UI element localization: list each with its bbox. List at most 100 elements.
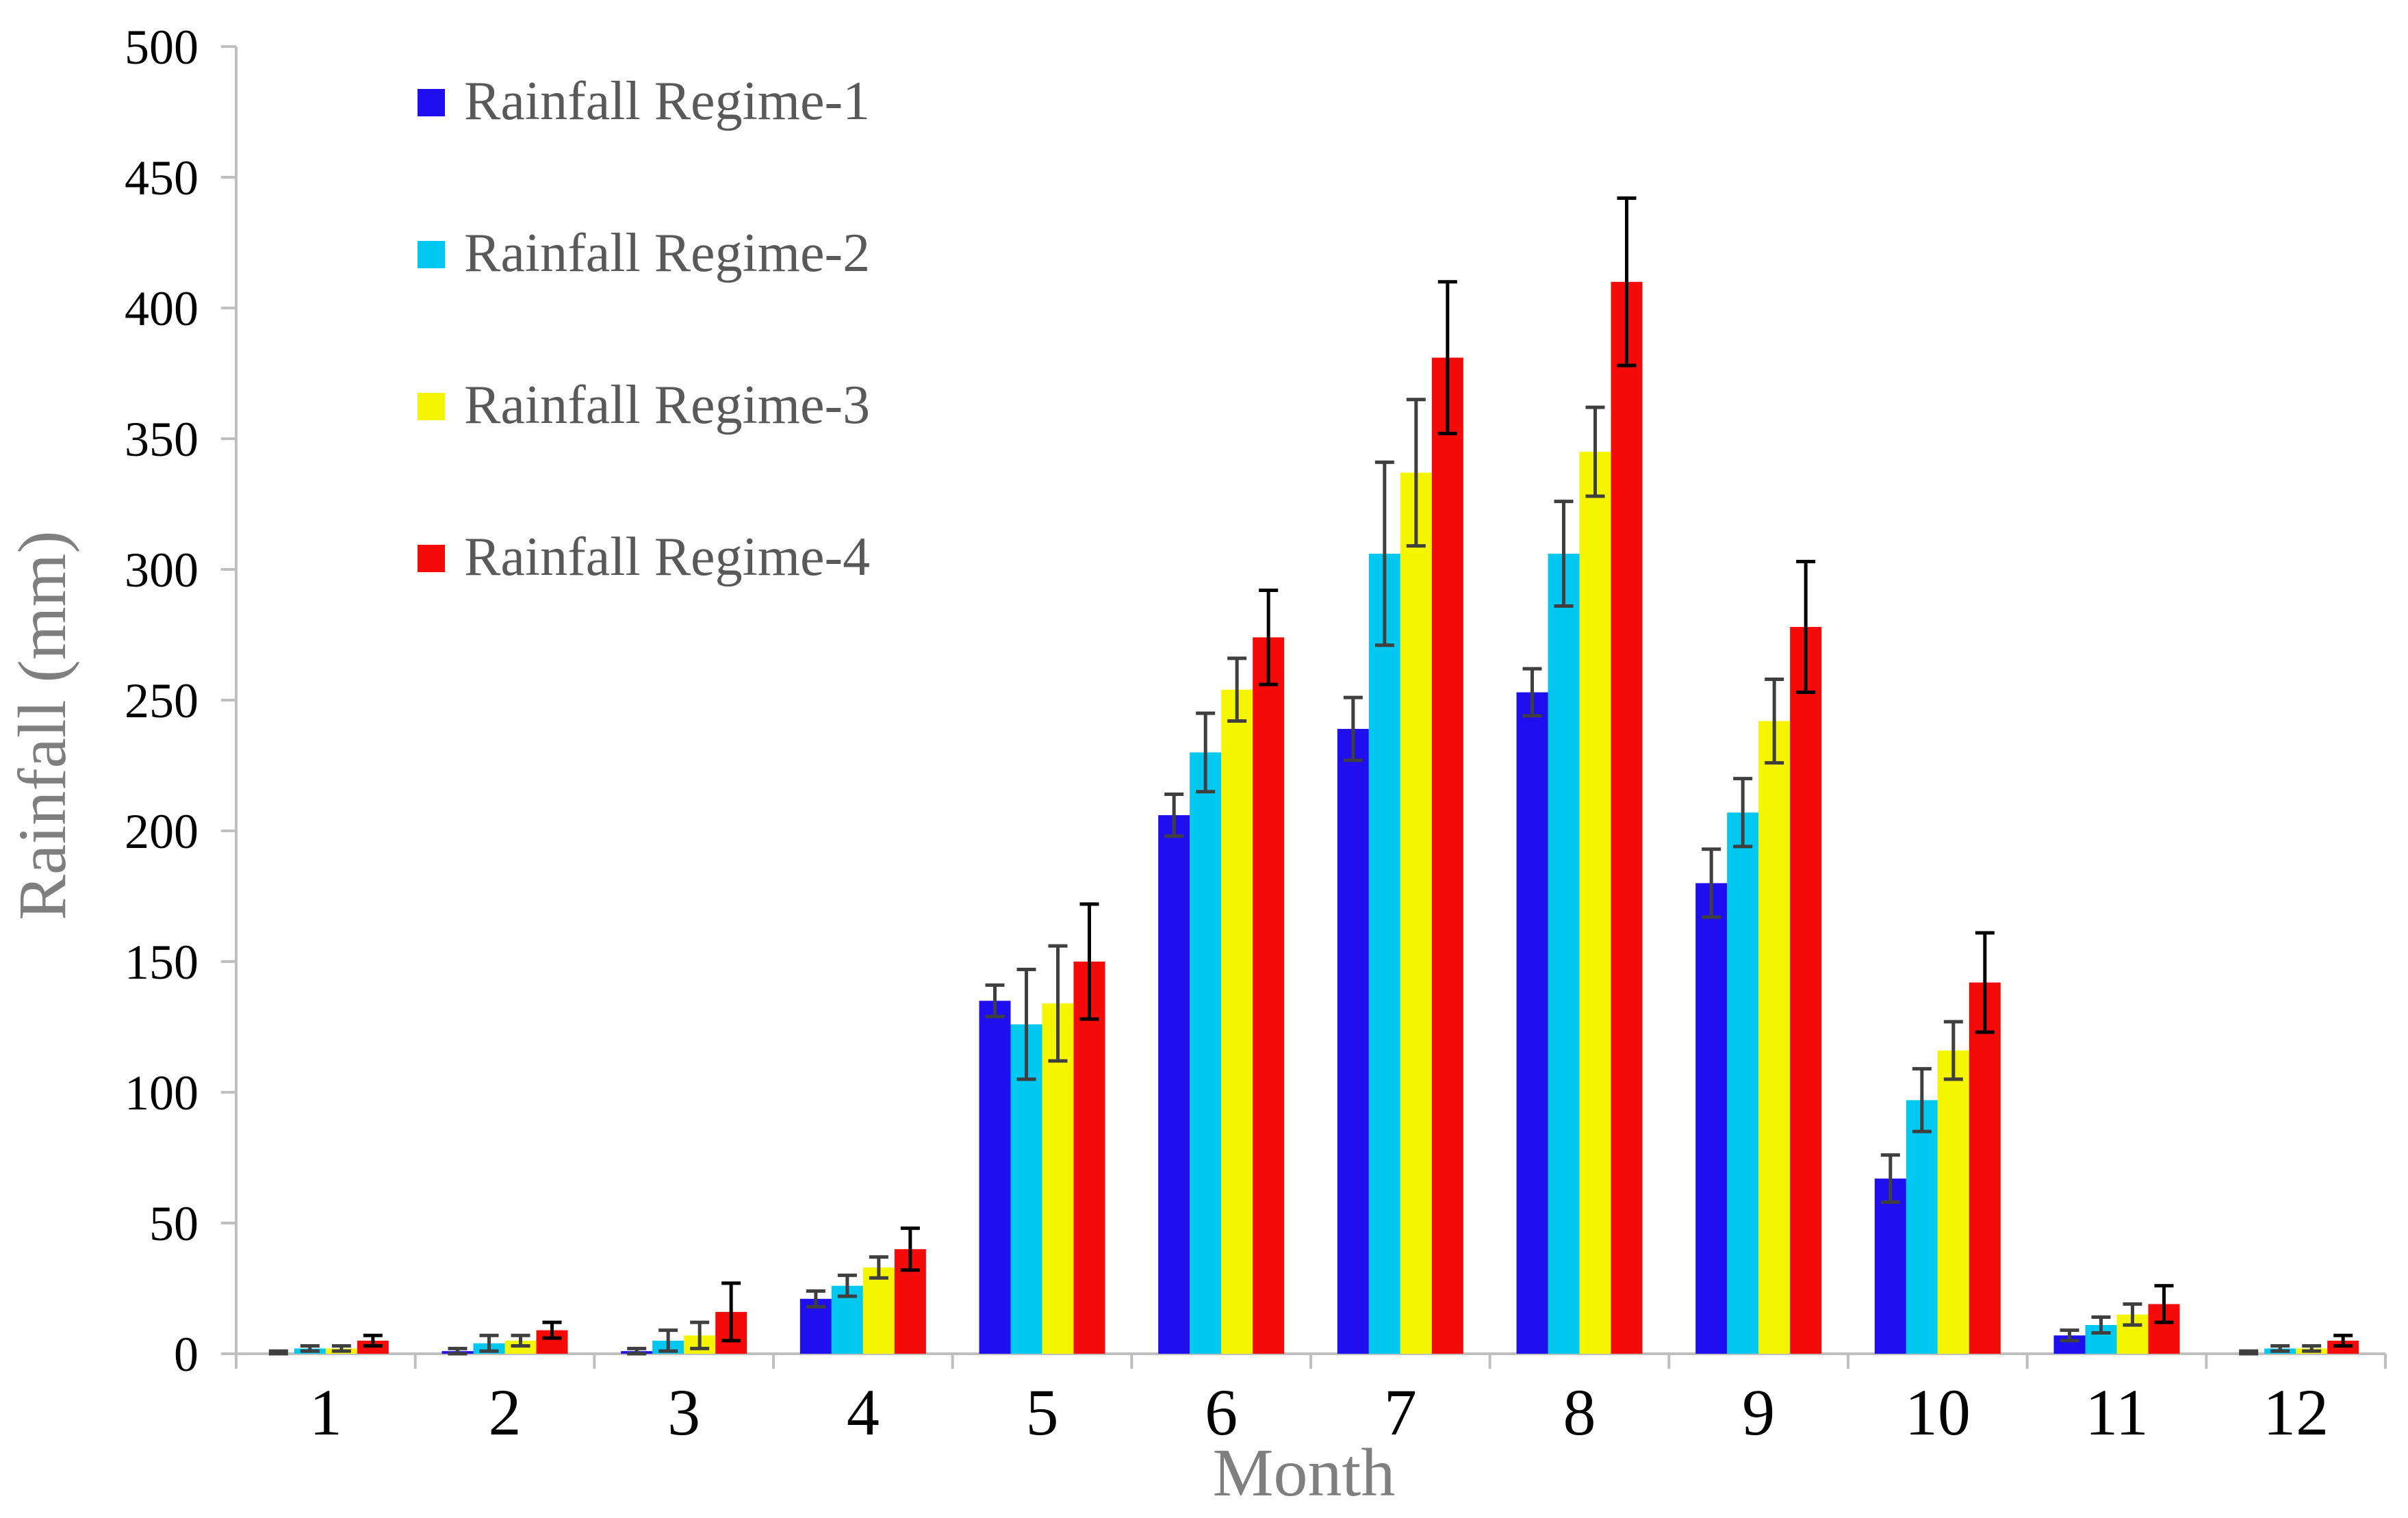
- x-tick-label: 3: [667, 1376, 700, 1449]
- y-tick-label: 0: [174, 1327, 198, 1382]
- legend-item: Rainfall Regime-4: [418, 527, 870, 587]
- y-tick-label: 450: [125, 151, 198, 205]
- x-tick-label: 2: [489, 1376, 522, 1449]
- bar-regime-1: [1695, 883, 1728, 1354]
- error-bar: [1164, 793, 1184, 838]
- bar-regime-3: [1937, 1050, 1969, 1354]
- error-bar: [1227, 656, 1247, 723]
- error-bar: [1522, 667, 1542, 718]
- legend-label: Rainfall Regime-3: [464, 375, 870, 435]
- error-bar: [2302, 1344, 2322, 1353]
- bar-regime-3: [1758, 721, 1791, 1354]
- error-bar: [511, 1333, 530, 1348]
- bar-regime-2: [1906, 1100, 1938, 1354]
- x-tick-label: 5: [1026, 1376, 1059, 1449]
- bar-regime-3: [1579, 452, 1611, 1354]
- legend-swatch: [418, 393, 445, 420]
- x-tick-label: 9: [1742, 1376, 1775, 1449]
- error-bar: [1617, 196, 1637, 368]
- y-tick-label: 100: [125, 1066, 198, 1120]
- error-bar: [1733, 777, 1753, 849]
- y-tick-label: 150: [125, 935, 198, 990]
- error-bar: [2239, 1349, 2259, 1356]
- error-bar: [869, 1255, 888, 1280]
- bar-regime-2: [1548, 554, 1580, 1354]
- bar-regime-3: [862, 1267, 895, 1354]
- error-bar: [985, 983, 1005, 1018]
- bar-regime-2: [1368, 554, 1400, 1354]
- bar-regime-4: [1969, 982, 2001, 1354]
- y-tick-label: 250: [125, 673, 198, 728]
- error-bar: [1374, 460, 1394, 647]
- error-bar: [690, 1320, 710, 1350]
- bar-regime-1: [1516, 692, 1548, 1354]
- error-bar: [1437, 280, 1457, 435]
- legend-item: Rainfall Regime-3: [418, 375, 870, 435]
- error-bar: [627, 1346, 647, 1356]
- error-bar: [268, 1349, 288, 1356]
- error-bar: [1406, 398, 1426, 548]
- x-tick-label: 1: [309, 1376, 342, 1449]
- error-bar: [1796, 560, 1816, 695]
- error-bar: [2333, 1333, 2353, 1348]
- error-bar: [2123, 1302, 2142, 1327]
- x-tick-label: 12: [2263, 1376, 2329, 1449]
- legend-label: Rainfall Regime-2: [464, 223, 870, 283]
- error-bar: [1196, 711, 1216, 794]
- error-bar: [1702, 847, 1721, 919]
- error-bar: [1554, 500, 1574, 608]
- bar-regime-3: [1400, 472, 1432, 1354]
- legend-label: Rainfall Regime-1: [464, 71, 870, 131]
- x-tick-label: 4: [847, 1376, 880, 1449]
- bar-regime-4: [1790, 627, 1822, 1354]
- legend-item: Rainfall Regime-1: [418, 71, 870, 131]
- error-bar: [542, 1320, 562, 1340]
- error-bar: [1079, 902, 1099, 1021]
- x-tick-label: 7: [1384, 1376, 1417, 1449]
- bar-regime-2: [1727, 812, 1759, 1354]
- x-tick-label: 6: [1205, 1376, 1238, 1449]
- legend-swatch: [418, 241, 445, 268]
- y-axis-title: Rainfall (mm): [4, 530, 80, 920]
- error-bar: [1975, 931, 1995, 1034]
- error-bar: [479, 1333, 499, 1353]
- error-bar: [1585, 405, 1605, 498]
- y-tick-label: 400: [125, 281, 198, 336]
- legend-swatch: [418, 89, 445, 116]
- bar-regime-1: [979, 1001, 1011, 1354]
- error-bar: [331, 1344, 351, 1353]
- error-bar: [1016, 967, 1036, 1081]
- y-tick-label: 500: [125, 20, 198, 75]
- error-bar: [2270, 1344, 2290, 1353]
- error-bar: [1880, 1153, 1900, 1204]
- error-bar: [900, 1226, 920, 1272]
- bar-regime-4: [1431, 357, 1463, 1354]
- bar-regime-2: [1190, 752, 1222, 1354]
- bar-regime-3: [1221, 689, 1253, 1354]
- y-tick-label: 200: [125, 804, 198, 859]
- error-bar: [1259, 589, 1279, 686]
- bar-regime-1: [1158, 815, 1190, 1354]
- y-tick-label: 300: [125, 543, 198, 597]
- error-bar: [1765, 677, 1784, 765]
- error-bar: [837, 1273, 857, 1298]
- error-bar: [1943, 1020, 1963, 1081]
- error-bar: [721, 1281, 741, 1343]
- error-bar: [363, 1333, 383, 1348]
- error-bar: [806, 1289, 825, 1309]
- y-tick-label: 350: [125, 412, 198, 467]
- x-tick-label: 11: [2085, 1376, 2148, 1449]
- legend-item: Rainfall Regime-2: [418, 223, 870, 283]
- x-tick-label: 8: [1563, 1376, 1596, 1449]
- error-bar: [1048, 944, 1068, 1063]
- bar-regime-4: [1253, 637, 1285, 1354]
- error-bar: [2154, 1284, 2174, 1324]
- legend-swatch: [418, 545, 445, 572]
- x-tick-label: 10: [1905, 1376, 1971, 1449]
- error-bar: [1912, 1067, 1932, 1133]
- bar-regime-4: [1073, 962, 1105, 1354]
- bar-regime-1: [1874, 1179, 1906, 1354]
- y-tick-label: 50: [149, 1196, 198, 1251]
